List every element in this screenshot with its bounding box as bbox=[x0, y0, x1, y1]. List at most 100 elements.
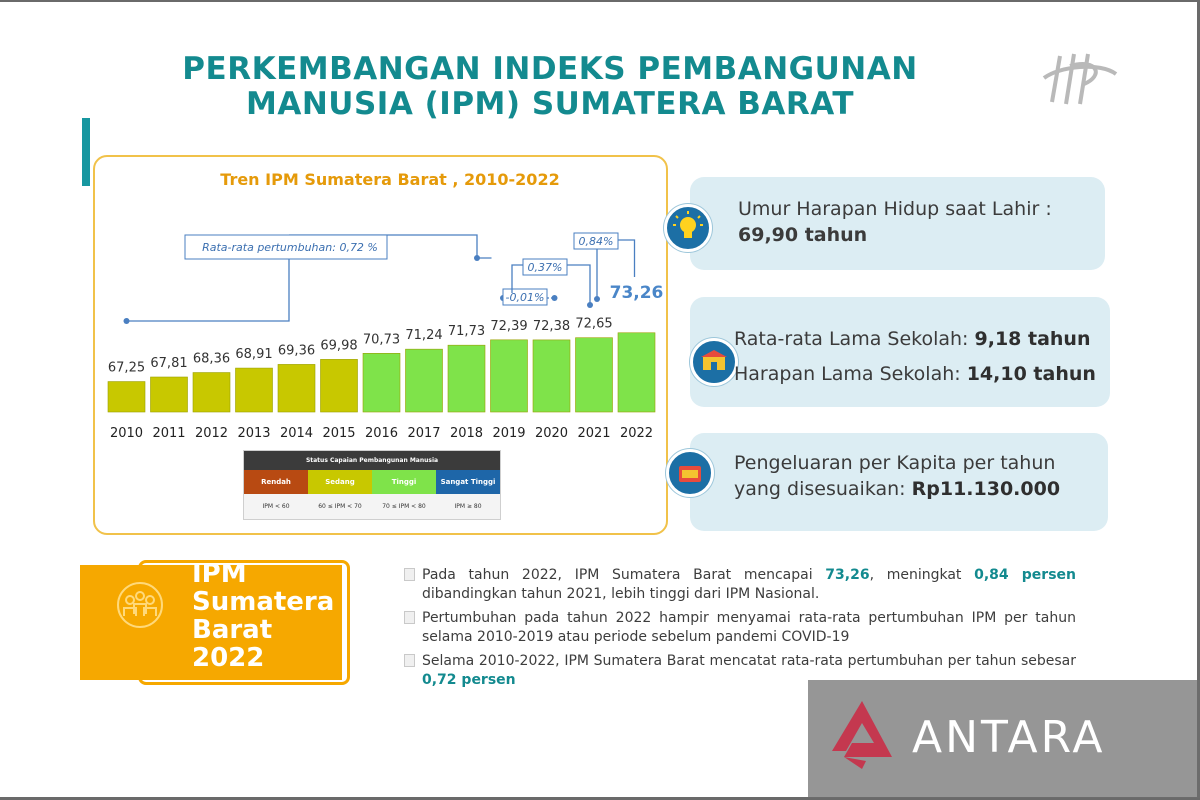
avg-growth-label: Rata-rata pertumbuhan: 0,72 % bbox=[202, 241, 378, 254]
ipm-box-line2: Sumatera bbox=[192, 587, 335, 617]
bar-2017 bbox=[405, 348, 443, 413]
tick-label-2021: 2021 bbox=[577, 426, 610, 441]
tick-label-2020: 2020 bbox=[535, 426, 568, 441]
bar-2010 bbox=[107, 381, 146, 413]
ipm-box-line1: IPM bbox=[192, 559, 247, 589]
avg-school-years-value: 9,18 tahun bbox=[974, 328, 1091, 350]
avg-growth-marker-end bbox=[474, 255, 480, 261]
note-text: Pertumbuhan pada tahun 2022 hampir menya… bbox=[422, 610, 1076, 645]
growth-2022-marker bbox=[594, 296, 600, 302]
bar-2016 bbox=[362, 353, 401, 413]
note-item: Selama 2010-2022, IPM Sumatera Barat men… bbox=[404, 652, 1076, 690]
legend-sedang: Sedang bbox=[308, 470, 372, 494]
tick-label-2015: 2015 bbox=[322, 426, 355, 441]
notes-list: Pada tahun 2022, IPM Sumatera Barat menc… bbox=[404, 566, 1076, 695]
tick-label-2017: 2017 bbox=[407, 426, 440, 441]
accent-bar bbox=[82, 118, 90, 186]
legend-range-sangat-tinggi: IPM ≥ 80 bbox=[454, 503, 482, 510]
education-card bbox=[690, 297, 1110, 407]
note-text: dibandingkan tahun 2021, lebih tinggi da… bbox=[422, 586, 820, 602]
life-expectancy-label: Umur Harapan Hidup saat Lahir : bbox=[738, 198, 1052, 220]
antara-logo-icon bbox=[832, 701, 892, 769]
data-label-2016: 70,73 bbox=[363, 332, 400, 347]
avg-growth-marker-start bbox=[123, 318, 130, 324]
bar-2015 bbox=[320, 359, 358, 413]
frame-top bbox=[0, 0, 1200, 2]
page-title-line-1: PERKEMBANGAN INDEKS PEMBANGUNAN bbox=[182, 51, 918, 87]
note-highlight: 0,84 persen bbox=[974, 567, 1076, 583]
note-text: , meningkat bbox=[869, 567, 975, 583]
data-label-2010: 67,25 bbox=[108, 361, 145, 376]
note-highlight: 0,72 persen bbox=[422, 672, 516, 688]
life-expectancy-value: 69,90 tahun bbox=[738, 224, 868, 246]
tick-label-2018: 2018 bbox=[450, 426, 483, 441]
expenditure-card bbox=[690, 433, 1108, 531]
avg-school-years-label: Rata-rata Lama Sekolah: bbox=[734, 328, 969, 350]
data-label-2013: 68,91 bbox=[235, 347, 272, 362]
legend-range-tinggi: 70 ≤ IPM < 80 bbox=[382, 503, 426, 510]
bar-2020 bbox=[532, 339, 571, 413]
legend-range-rendah: IPM < 60 bbox=[262, 503, 290, 510]
data-label-2021: 72,65 bbox=[575, 317, 612, 332]
growth-2020-label: -0,01% bbox=[506, 291, 545, 304]
legend-sangat-tinggi: Sangat Tinggi bbox=[436, 470, 500, 494]
data-label-2014: 69,36 bbox=[278, 343, 315, 358]
expected-school-years-label: Harapan Lama Sekolah: bbox=[734, 363, 961, 385]
tick-label-2016: 2016 bbox=[365, 426, 398, 441]
growth-2021-label: 0,37% bbox=[528, 261, 563, 274]
data-label-2012: 68,36 bbox=[193, 352, 230, 367]
tick-label-2011: 2011 bbox=[152, 426, 185, 441]
expenditure-label-line2: yang disesuaikan: bbox=[734, 478, 906, 500]
page-title-line-2: MANUSIA (IPM) SUMATERA BARAT bbox=[246, 86, 854, 122]
tick-label-2012: 2012 bbox=[195, 426, 228, 441]
ipm-bar-chart: 67,25 2010 67,81 2011 68,36 2012 68,91 2013 69,3… bbox=[107, 232, 664, 441]
bps-logo-icon bbox=[1042, 53, 1118, 105]
avg-growth-bracket-left bbox=[126, 252, 290, 322]
note-item: Pertumbuhan pada tahun 2022 hampir menya… bbox=[404, 609, 1076, 647]
tick-label-2010: 2010 bbox=[110, 426, 143, 441]
bar-2012 bbox=[192, 372, 231, 413]
growth-2020-box bbox=[502, 288, 548, 306]
data-label-2011: 67,81 bbox=[150, 356, 187, 371]
status-legend-table: Status Capaian Pembangunan Manusia Renda… bbox=[243, 450, 501, 520]
expenditure-value: Rp11.130.000 bbox=[911, 478, 1061, 500]
wallet-icon bbox=[666, 449, 714, 497]
growth-2021-marker bbox=[587, 302, 593, 308]
bar-2014 bbox=[277, 364, 316, 413]
tick-label-2013: 2013 bbox=[237, 426, 270, 441]
ipm-box bbox=[80, 565, 342, 680]
expected-school-years-value: 14,10 tahun bbox=[966, 363, 1096, 385]
note-text: Pada tahun 2022, IPM Sumatera Barat menc… bbox=[422, 567, 826, 583]
legend-range-sedang: 60 ≤ IPM < 70 bbox=[318, 503, 362, 510]
page-title: PERKEMBANGAN INDEKS PEMBANGUNAN MANUSIA … bbox=[150, 52, 950, 122]
note-bullet-icon bbox=[404, 654, 415, 667]
bar-2011 bbox=[150, 376, 188, 413]
note-bullet-icon bbox=[404, 568, 415, 581]
legend-rendah: Rendah bbox=[244, 470, 308, 494]
growth-2020-marker-end bbox=[551, 295, 558, 301]
data-label-2020: 72,38 bbox=[533, 319, 570, 334]
avg-growth-box bbox=[184, 234, 388, 260]
bar-2013 bbox=[235, 367, 273, 413]
life-expectancy-card bbox=[690, 177, 1105, 270]
data-label-2017: 71,24 bbox=[405, 328, 442, 343]
expenditure-label-line1: Pengeluaran per Kapita per tahun bbox=[734, 452, 1056, 474]
note-text: Selama 2010-2022, IPM Sumatera Barat men… bbox=[422, 653, 1076, 669]
bar-2022 bbox=[617, 332, 656, 413]
data-label-2019: 72,39 bbox=[490, 319, 527, 334]
legend-title: Status Capaian Pembangunan Manusia bbox=[244, 451, 500, 470]
data-label-2022: 73,26 bbox=[610, 283, 664, 303]
note-item: Pada tahun 2022, IPM Sumatera Barat menc… bbox=[404, 566, 1076, 604]
chart-title: Tren IPM Sumatera Barat , 2010-2022 bbox=[220, 170, 560, 189]
bar-2018 bbox=[447, 344, 486, 413]
note-highlight: 73,26 bbox=[825, 567, 870, 583]
frame-bottom bbox=[0, 797, 1200, 800]
bar-2019 bbox=[490, 339, 528, 413]
data-label-2015: 69,98 bbox=[320, 338, 357, 353]
tick-label-2019: 2019 bbox=[492, 426, 525, 441]
community-icon bbox=[117, 582, 163, 628]
lightbulb-icon bbox=[664, 204, 712, 252]
growth-2022-box bbox=[573, 232, 619, 250]
growth-2021-box bbox=[522, 258, 568, 276]
note-bullet-icon bbox=[404, 611, 415, 624]
